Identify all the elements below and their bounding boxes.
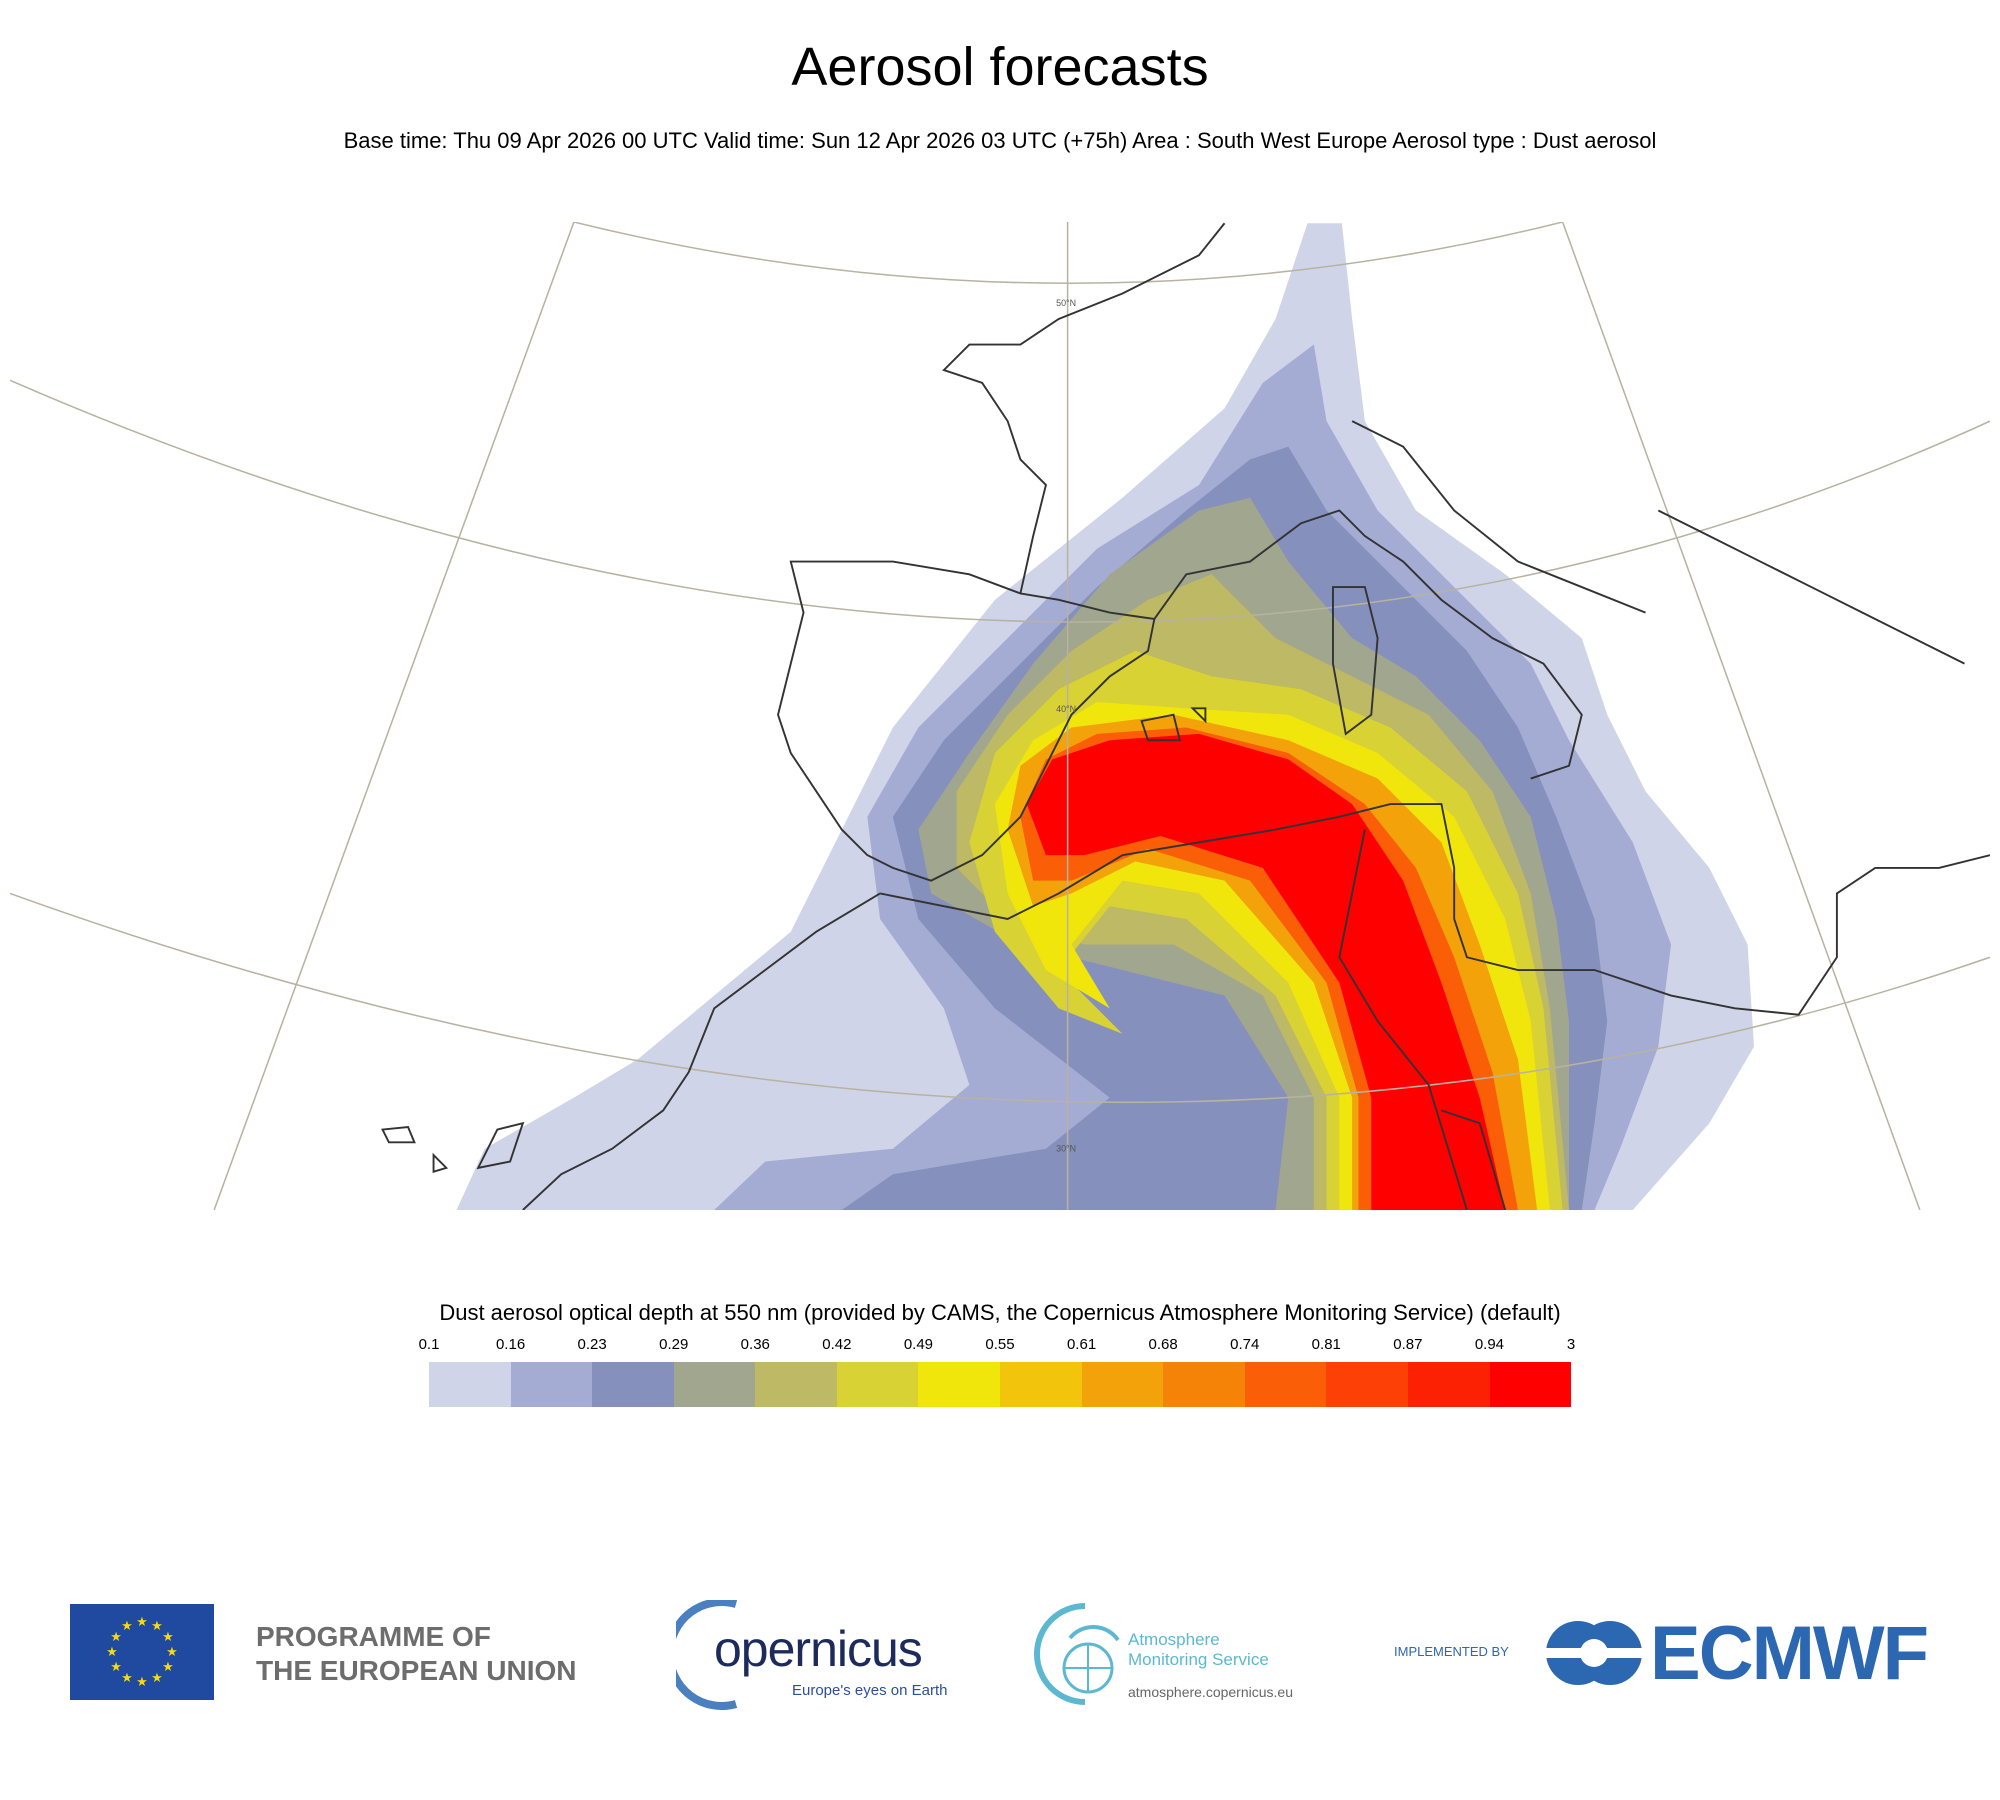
meridian-west — [213, 222, 575, 1210]
coast-france-south — [1153, 509, 1583, 780]
eu-star-icon: ★ — [106, 1644, 118, 1659]
coast-north-africa — [879, 803, 1990, 1016]
colorbar-swatch — [1081, 1362, 1164, 1407]
cams-name: Atmosphere Monitoring Service — [1128, 1630, 1269, 1670]
label-50n: 50°N — [1056, 298, 1076, 308]
colorbar-swatch — [1163, 1362, 1245, 1407]
eu-star-icon: ★ — [166, 1644, 178, 1659]
coast-greece — [1657, 509, 1965, 665]
islands-balearic — [1140, 707, 1207, 742]
eu-star-icon: ★ — [151, 1618, 163, 1633]
contour-3 — [1026, 733, 1506, 1210]
colorbar-tick-label: 0.36 — [740, 1336, 770, 1353]
colorbar-tick-label: 0.23 — [577, 1336, 607, 1353]
eu-stars-icon: ★ ★★★★★★★★★★★ — [106, 1614, 178, 1689]
colorbar-tick-label: 0.81 — [1311, 1336, 1341, 1353]
cams-url: atmosphere.copernicus.eu — [1128, 1684, 1293, 1700]
dust-aod-map: 50°N 40°N 30°N — [10, 222, 1990, 1210]
eu-line2: THE EUROPEAN UNION — [256, 1655, 577, 1686]
eu-star-icon: ★ — [110, 1659, 122, 1674]
colorbar-swatch — [1489, 1362, 1572, 1407]
eu-flag-logo: ★ ★ ★ ★ ★ ★ ★ ★ ★ ★ ★ ★ — [70, 1604, 214, 1700]
eu-star-icon: ★ — [151, 1670, 163, 1685]
colorbar-tick-label: 0.49 — [903, 1336, 934, 1353]
colorbar-swatch — [1407, 1362, 1490, 1407]
implemented-by-label: IMPLEMENTED BY — [1394, 1644, 1509, 1659]
parallel-50n — [573, 222, 1563, 285]
copernicus-tagline: Europe's eyes on Earth — [792, 1682, 948, 1699]
colorbar-tick-label: 0.55 — [985, 1336, 1015, 1353]
colorbar-tick-label: 0.61 — [1066, 1336, 1097, 1353]
eu-star-icon: ★ — [110, 1629, 122, 1644]
colorbar-tick-label: 0.74 — [1230, 1336, 1260, 1353]
ecmwf-emblem-icon — [1546, 1621, 1642, 1685]
coastlines — [381, 222, 1990, 1210]
colorbar-swatch — [510, 1362, 593, 1407]
colorbar-tick-label: 0.94 — [1474, 1336, 1505, 1353]
colorbar-tick-label: 0.29 — [659, 1336, 689, 1353]
colorbar-tick-label: 0.68 — [1148, 1336, 1178, 1353]
latitude-labels: 50°N 40°N 30°N — [1056, 298, 1076, 1153]
coast-sardinia — [1332, 586, 1379, 736]
coast-italy-adriatic — [1351, 420, 1646, 614]
colorbar-tick-label: 0.87 — [1393, 1336, 1423, 1353]
page-title: Aerosol forecasts — [791, 37, 1209, 97]
eu-star-icon: ★ — [162, 1659, 174, 1674]
eu-star-icon: ★ — [136, 1674, 148, 1689]
colorbar-swatch — [1000, 1362, 1082, 1407]
meridian-east — [1561, 222, 1921, 1210]
colorbar-swatch — [1244, 1362, 1327, 1407]
cams-globe-icon — [1034, 1603, 1120, 1705]
ecmwf-logo: ECMWF — [1546, 1611, 1946, 1696]
colorbar-title: Dust aerosol optical depth at 550 nm (pr… — [439, 1300, 1561, 1325]
copernicus-wordmark: opernicus — [714, 1621, 923, 1677]
parallel-40n — [10, 379, 1990, 623]
coast-iberia — [777, 560, 1156, 882]
coast-france — [942, 222, 1226, 594]
copernicus-arc-icon — [676, 1600, 738, 1710]
cams-line1: Atmosphere — [1128, 1630, 1220, 1649]
colorbar-swatch — [836, 1362, 919, 1407]
colorbar-swatch — [429, 1362, 511, 1407]
colorbar-tick-label: 0.42 — [822, 1336, 852, 1353]
graticule — [10, 222, 1990, 1210]
forecast-subtitle: Base time: Thu 09 Apr 2026 00 UTC Valid … — [343, 128, 1657, 153]
coast-atlantic-africa — [522, 892, 881, 1210]
label-40n: 40°N — [1056, 704, 1076, 714]
colorbar — [429, 1362, 1572, 1407]
colorbar-tick-label: 0.16 — [495, 1336, 526, 1353]
colorbar-tick-label: 0.1 — [418, 1336, 440, 1353]
copernicus-logo: opernicus Europe's eyes on Earth — [676, 1600, 966, 1710]
border-algeria-tunisia — [1338, 829, 1468, 1210]
eu-star-icon: ★ — [121, 1618, 133, 1633]
eu-line1: PROGRAMME OF — [256, 1621, 491, 1652]
eu-star-icon: ★ — [121, 1670, 133, 1685]
colorbar-swatch — [1326, 1362, 1408, 1407]
colorbar-swatch — [592, 1362, 674, 1407]
dust-contours — [456, 223, 1754, 1210]
eu-star-icon: ★ — [162, 1629, 174, 1644]
cams-logo: Atmosphere Monitoring Service atmosphere… — [1030, 1600, 1350, 1710]
colorbar-tick-label: 3 — [1566, 1336, 1576, 1353]
eu-star-icon: ★ — [136, 1614, 148, 1629]
eu-programme-text: PROGRAMME OF THE EUROPEAN UNION — [256, 1620, 576, 1688]
ecmwf-wordmark: ECMWF — [1650, 1611, 1929, 1696]
colorbar-swatch — [673, 1362, 756, 1407]
islands-canary — [381, 1121, 525, 1173]
border-libya — [1441, 1109, 1507, 1210]
cams-line2: Monitoring Service — [1128, 1650, 1269, 1669]
parallel-30n — [10, 892, 1990, 1104]
colorbar-tick-labels: 0.1 0.16 0.23 0.29 0.36 0.42 0.49 0.55 0.61 0.68 0… — [419, 1336, 1576, 1356]
colorbar-swatch — [918, 1362, 1001, 1407]
colorbar-swatch — [755, 1362, 837, 1407]
label-30n: 30°N — [1056, 1143, 1076, 1153]
